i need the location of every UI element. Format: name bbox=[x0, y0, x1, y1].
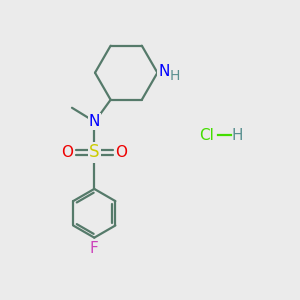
Text: N: N bbox=[158, 64, 170, 79]
Text: H: H bbox=[232, 128, 243, 142]
Text: H: H bbox=[169, 69, 180, 83]
Text: Cl: Cl bbox=[199, 128, 214, 142]
Text: O: O bbox=[115, 145, 127, 160]
Text: O: O bbox=[61, 145, 73, 160]
Text: N: N bbox=[88, 114, 100, 129]
Text: F: F bbox=[90, 242, 99, 256]
Text: S: S bbox=[89, 143, 100, 161]
